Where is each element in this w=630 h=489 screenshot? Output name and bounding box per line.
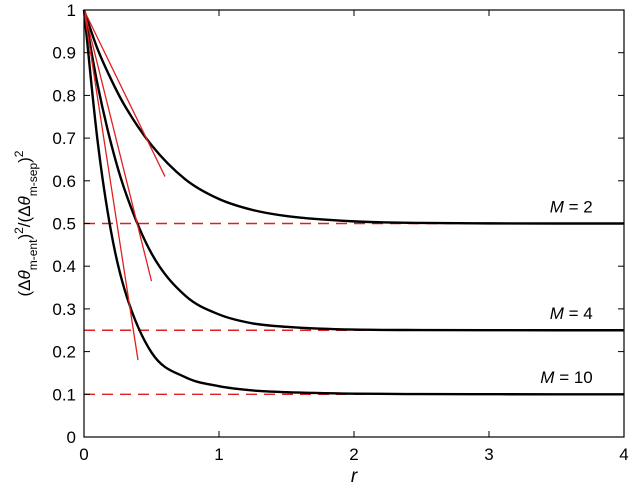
x-axis-label: r (351, 466, 358, 487)
annotation-M: M = 4 (550, 304, 593, 323)
y-tick-label: 0.5 (52, 215, 76, 234)
series-line-M10 (82, 9, 624, 396)
y-tick-label: 0.2 (52, 343, 76, 362)
approx-line-M4 (83, 9, 153, 282)
series-layer (82, 9, 624, 396)
y-axis-label: (Δθm-ent)2/(Δθm-sep)2 (12, 150, 40, 296)
y-tick-label: 0.1 (52, 385, 76, 404)
approx-line-M2 (83, 9, 166, 177)
x-tick-label: 4 (619, 445, 628, 464)
annotation-M: M = 10 (540, 368, 592, 387)
y-label-part2: ) (15, 234, 34, 240)
x-tick-label: 2 (349, 445, 358, 464)
y-tick-label: 0.9 (52, 44, 76, 63)
x-tick-label: 3 (484, 445, 493, 464)
ticks-layer (83, 9, 625, 438)
y-label-sub-ent: m-ent (26, 239, 40, 270)
y-label-part4: ) (15, 157, 34, 163)
y-tick-label: 0.8 (52, 86, 76, 105)
y-label-theta: θ (15, 269, 34, 279)
x-tick-label: 1 (214, 445, 223, 464)
x-tick-label: 0 (79, 445, 88, 464)
y-tick-label: 0.7 (52, 129, 76, 148)
approx-line-M10 (83, 9, 139, 361)
y-tick-label: 0.6 (52, 172, 76, 191)
y-tick-label: 0 (67, 428, 76, 447)
y-label-part3: /(Δ (15, 205, 34, 227)
y-tick-label: 0.3 (52, 300, 76, 319)
y-tick-label: 1 (67, 1, 76, 20)
y-label-sup1: 2 (12, 227, 26, 234)
series-line-M4 (82, 9, 624, 332)
y-label-part1: (Δ (15, 279, 34, 296)
y-label-theta2: θ (15, 195, 34, 205)
annotation-M: M = 2 (550, 197, 593, 216)
y-tick-label: 0.4 (52, 257, 76, 276)
series-line-M2 (82, 9, 624, 225)
y-label-sub-sep: m-sep (26, 163, 40, 197)
labels-layer: 0 1 2 3 4 0 0.1 0.2 0.3 0.4 0.5 0.6 0.7 0.8 0.9 1 M = 2 M… (52, 1, 628, 464)
y-label-sup2: 2 (12, 150, 26, 157)
